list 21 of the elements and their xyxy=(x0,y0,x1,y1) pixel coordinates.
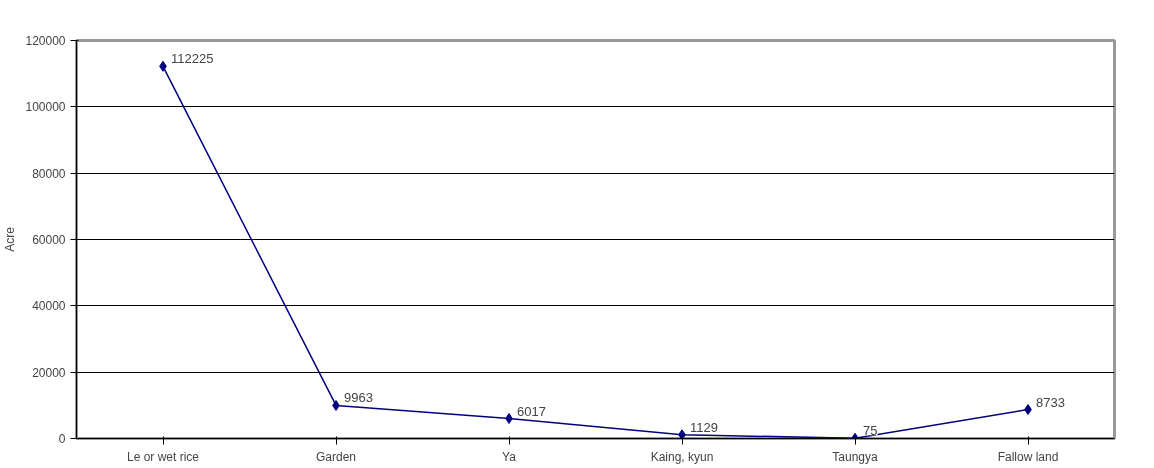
x-tick-label: Le or wet rice xyxy=(126,449,200,464)
x-tick-label: Kaing, kyun xyxy=(650,449,714,464)
y-tick-label: 100000 xyxy=(25,100,66,115)
y-tick-label: 120000 xyxy=(25,34,66,48)
data-label: 6017 xyxy=(517,403,546,419)
data-label: 112225 xyxy=(171,51,214,67)
data-label: 75 xyxy=(863,423,878,439)
y-tick-label: 0 xyxy=(58,432,66,446)
y-tick-label: 40000 xyxy=(32,299,66,314)
data-label: 8733 xyxy=(1036,394,1065,410)
data-label: 9963 xyxy=(344,390,373,406)
x-tick-label: Ya xyxy=(502,449,517,464)
y-tick-label: 20000 xyxy=(32,365,66,380)
point xyxy=(678,429,686,439)
y-tick-label: 60000 xyxy=(32,233,66,247)
x-tick-label: Fallow land xyxy=(997,449,1059,464)
x-tick-label: Garden xyxy=(315,449,357,464)
y-tick-label: 80000 xyxy=(32,166,66,181)
x-tick-label: Taungya xyxy=(832,449,879,464)
data-label: 1129 xyxy=(690,419,718,435)
y-axis-title: Acre xyxy=(3,226,18,252)
